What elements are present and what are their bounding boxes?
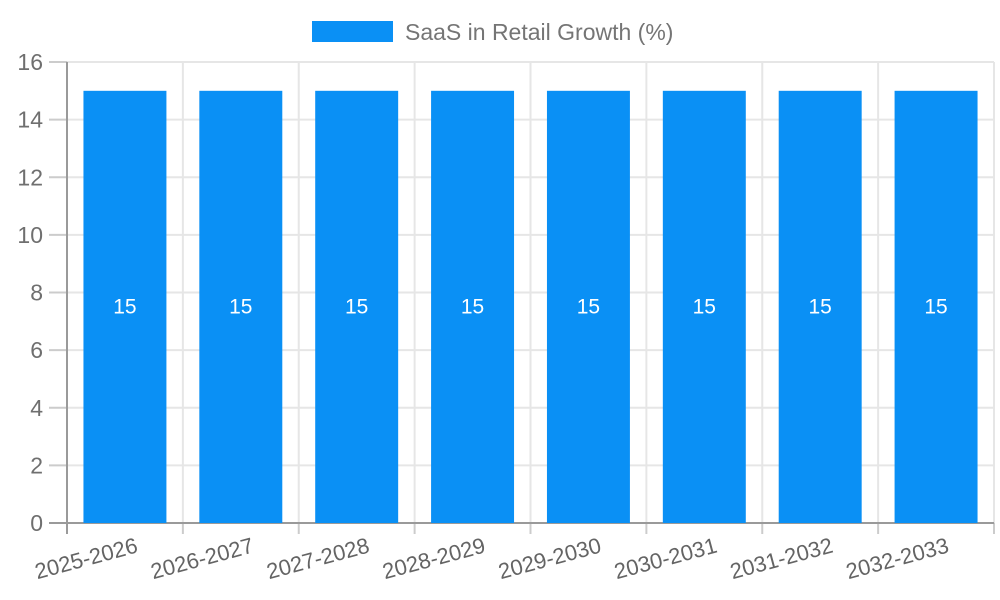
x-tick-label: 2031-2032 — [727, 533, 835, 584]
legend-swatch — [312, 21, 393, 42]
legend-label: SaaS in Retail Growth (%) — [405, 19, 673, 45]
x-tick-label: 2032-2033 — [843, 533, 951, 584]
y-tick-label: 8 — [30, 280, 43, 306]
bar[interactable] — [778, 90, 862, 523]
y-tick-label: 2 — [30, 452, 43, 478]
chart-legend: SaaS in Retail Growth (%) — [312, 19, 673, 45]
bar[interactable] — [662, 90, 746, 523]
bar-value-label: 15 — [345, 295, 368, 318]
y-tick-label: 14 — [17, 107, 43, 133]
bar[interactable] — [546, 90, 630, 523]
y-tick-label: 12 — [17, 164, 43, 190]
bar[interactable] — [894, 90, 978, 523]
bar-value-label: 15 — [693, 295, 716, 318]
y-tick-label: 4 — [30, 395, 43, 421]
bar-value-label: 15 — [113, 295, 136, 318]
x-tick-label: 2026-2027 — [148, 533, 256, 584]
bar[interactable] — [83, 90, 167, 523]
bar-value-label: 15 — [809, 295, 832, 318]
bar[interactable] — [199, 90, 283, 523]
bar-value-label: 15 — [577, 295, 600, 318]
x-tick-label: 2029-2030 — [496, 533, 604, 584]
y-tick-label: 10 — [17, 222, 43, 248]
y-tick-label: 0 — [30, 510, 43, 536]
y-tick-label: 16 — [17, 49, 43, 75]
bar[interactable] — [431, 90, 515, 523]
bar-value-label: 15 — [924, 295, 947, 318]
x-tick-label: 2025-2026 — [32, 533, 140, 584]
bar-value-label: 15 — [461, 295, 484, 318]
y-tick-label: 6 — [30, 337, 43, 363]
x-tick-label: 2028-2029 — [380, 533, 488, 584]
bar[interactable] — [315, 90, 399, 523]
bar-value-label: 15 — [229, 295, 252, 318]
plot-area: 0 2 4 6 8 10 12 14 16 15 2025-2026 15 2026-2027 15 202… — [17, 49, 995, 584]
x-tick-label: 2027-2028 — [264, 533, 372, 584]
x-tick-label: 2030-2031 — [612, 533, 720, 584]
